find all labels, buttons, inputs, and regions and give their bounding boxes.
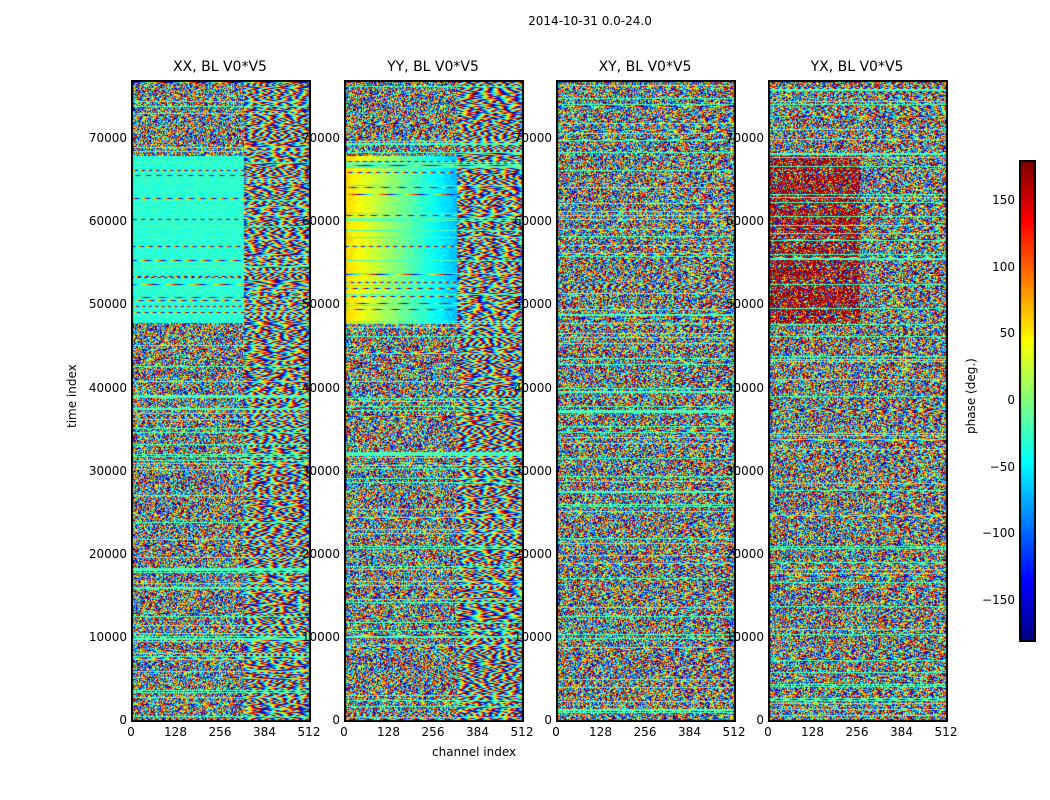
- x-tick-label: 256: [633, 725, 657, 739]
- y-tick-label: 50000: [725, 297, 764, 312]
- y-tick-label: 70000: [513, 131, 552, 146]
- x-tick-label: 512: [510, 725, 534, 739]
- y-tick-label: 40000: [88, 380, 127, 395]
- colorbar-tick-label: 0: [1007, 393, 1015, 407]
- y-tick-label: 40000: [301, 380, 340, 395]
- x-tick-label: 512: [297, 725, 321, 739]
- y-tick-label: 60000: [88, 214, 127, 229]
- y-tick-label: 70000: [301, 131, 340, 146]
- colorbar: [1019, 160, 1036, 642]
- x-tick-label: 384: [253, 725, 276, 739]
- x-tick-label: 384: [890, 725, 913, 739]
- y-tick-label: 40000: [725, 380, 764, 395]
- x-tick-label: 256: [421, 725, 445, 739]
- x-tick-label: 256: [845, 725, 869, 739]
- y-tick-label: 20000: [513, 546, 552, 561]
- x-tick-label: 0: [340, 725, 348, 739]
- x-tick-label: 256: [208, 725, 232, 739]
- figure-suptitle: 2014-10-31 0.0-24.0: [528, 14, 652, 28]
- y-tick-label: 40000: [513, 380, 552, 395]
- x-tick-label: 512: [722, 725, 746, 739]
- heatmap-xx: [131, 80, 311, 722]
- y-tick-label: 10000: [301, 629, 340, 644]
- y-tick-label: 50000: [513, 297, 552, 312]
- heatmap-xy: [556, 80, 736, 722]
- heatmap-yx: [768, 80, 948, 722]
- y-tick-label: 50000: [88, 297, 127, 312]
- x-tick-label: 0: [127, 725, 135, 739]
- y-tick-label: 30000: [513, 463, 552, 478]
- x-tick-label: 128: [801, 725, 824, 739]
- colorbar-tick-label: −100: [982, 526, 1015, 541]
- x-tick-label: 128: [164, 725, 187, 739]
- x-tick-label: 128: [377, 725, 400, 739]
- x-axis-label: channel index: [432, 745, 517, 759]
- y-tick-label: 20000: [88, 546, 127, 561]
- y-tick-label: 60000: [725, 214, 764, 229]
- colorbar-tick-label: −50: [989, 459, 1015, 474]
- y-tick-label: 60000: [513, 214, 552, 229]
- y-tick-label: 30000: [301, 463, 340, 478]
- y-tick-label: 0: [544, 713, 552, 727]
- colorbar-tick-label: 100: [992, 259, 1015, 274]
- panel-title-yx: YX, BL V0*V5: [810, 59, 904, 75]
- y-tick-label: 30000: [88, 463, 127, 478]
- heatmap-yy: [344, 80, 524, 722]
- y-tick-label: 0: [756, 713, 764, 727]
- colorbar-tick-label: 150: [992, 193, 1015, 207]
- colorbar-tick-label: −150: [982, 593, 1015, 607]
- panel-title-xy: XY, BL V0*V5: [598, 59, 692, 75]
- y-tick-label: 70000: [725, 131, 764, 146]
- colorbar-tick-label: 50: [999, 326, 1015, 341]
- x-tick-label: 384: [466, 725, 489, 739]
- panel-title-yy: YY, BL V0*V5: [387, 59, 479, 75]
- y-tick-label: 20000: [725, 546, 764, 561]
- y-tick-label: 60000: [301, 214, 340, 229]
- y-tick-label: 50000: [301, 297, 340, 312]
- y-tick-label: 20000: [301, 546, 340, 561]
- x-tick-label: 512: [934, 725, 958, 739]
- x-tick-label: 0: [764, 725, 772, 739]
- x-tick-label: 0: [552, 725, 560, 739]
- y-tick-label: 0: [119, 713, 127, 727]
- y-tick-label: 10000: [725, 629, 764, 644]
- y-tick-label: 10000: [88, 629, 127, 644]
- y-tick-label: 30000: [725, 463, 764, 478]
- y-axis-label: time index: [65, 364, 79, 428]
- y-tick-label: 10000: [513, 629, 552, 644]
- y-tick-label: 0: [332, 713, 340, 727]
- x-tick-label: 384: [678, 725, 701, 739]
- y-tick-label: 70000: [88, 131, 127, 146]
- x-tick-label: 128: [589, 725, 612, 739]
- panel-title-xx: XX, BL V0*V5: [173, 59, 267, 75]
- colorbar-label: phase (deg.): [964, 358, 978, 434]
